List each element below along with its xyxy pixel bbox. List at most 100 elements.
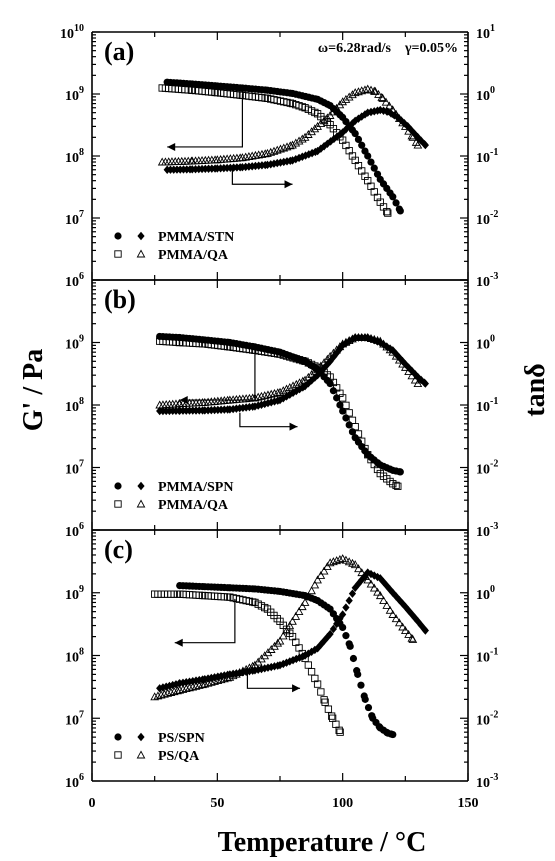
arrow-head (167, 143, 175, 151)
left-tick-label: 108 (65, 147, 84, 166)
arrow-path (167, 94, 242, 147)
legend-marker-square (115, 501, 121, 507)
right-tick-label: 10-3 (476, 271, 498, 290)
arrow-path (180, 349, 255, 400)
data-point (389, 731, 396, 738)
arrow-path (232, 170, 292, 185)
arrow-right (240, 413, 298, 431)
right-tick-label: 100 (476, 334, 495, 353)
legend-marker-square (115, 752, 121, 758)
left-tick-label: 106 (65, 271, 84, 290)
series-ps-qa-modulus (151, 591, 343, 735)
conditions-label: ω=6.28rad/s γ=0.05% (318, 41, 458, 56)
legend-marker-triangle (137, 500, 144, 507)
data-point (333, 721, 339, 727)
data-point (308, 669, 314, 675)
arrow-path (175, 599, 235, 643)
left-axis-label: G' / Pa (18, 349, 49, 431)
left-tick-label: 109 (65, 85, 84, 104)
data-point (354, 671, 361, 678)
arrow-left (175, 599, 235, 647)
arrow-left (180, 349, 255, 404)
data-point (325, 706, 331, 712)
right-tick-label: 10-2 (476, 209, 498, 228)
panel-label: (c) (104, 535, 133, 564)
legend-marker-triangle (137, 250, 144, 257)
arrow-right (232, 170, 292, 189)
legend-marker-triangle (137, 751, 144, 758)
left-tick-label: 107 (65, 209, 84, 228)
arrow-head (292, 684, 300, 692)
data-point (346, 596, 353, 604)
data-point (318, 689, 324, 695)
data-point (364, 152, 371, 159)
data-point (342, 603, 349, 611)
plot-layer: 1010 109 108 107 106 101 100 10-1 10-2 10-3 (a) ω=6… (60, 23, 498, 811)
legend-label: PMMA/QA (158, 498, 229, 513)
data-point (357, 682, 364, 689)
arrow-head (290, 423, 298, 431)
x-tick-label: 150 (458, 796, 479, 811)
left-tick-label: 106 (65, 772, 84, 791)
left-tick-label: 109 (65, 584, 84, 603)
left-tick-label: 108 (65, 647, 84, 666)
panel-2: 109 108 107 106 100 10-1 10-2 10-3 (c) PS/SPN PS/Q… (65, 530, 498, 791)
data-point (274, 640, 281, 647)
legend: PMMA/STN PMMA/QA (114, 230, 234, 263)
right-tick-label: 100 (476, 85, 495, 104)
right-tick-label: 10-1 (476, 147, 498, 166)
x-axis-label: Temperature / °C (218, 827, 427, 858)
arrow-head (175, 639, 183, 647)
left-tick-label: 106 (65, 521, 84, 540)
data-point (362, 696, 369, 703)
data-point (367, 158, 374, 165)
data-point (347, 643, 354, 650)
legend-marker-diamond (137, 482, 144, 490)
right-tick-label: 101 (476, 23, 495, 42)
x-tick-label: 100 (332, 796, 353, 811)
right-axis-label: tanδ (520, 363, 551, 416)
data-point (397, 468, 404, 475)
legend-label: PMMA/SPN (158, 480, 233, 495)
right-tick-label: 100 (476, 584, 495, 603)
data-point (339, 624, 346, 631)
x-tick-label: 50 (210, 796, 224, 811)
data-point (365, 704, 372, 711)
panel-1: 10910810710610010-110-210-3(b)PMMA/SPNPM… (65, 280, 498, 540)
legend-marker-circle (114, 232, 121, 239)
legend-label: PMMA/STN (158, 230, 234, 245)
x-tick-label: 0 (89, 796, 96, 811)
legend-marker-diamond (137, 733, 144, 741)
data-point (397, 207, 404, 214)
legend-label: PS/QA (158, 749, 200, 764)
arrow-head (285, 180, 293, 188)
panel-label: (b) (104, 285, 136, 314)
legend-label: PMMA/QA (158, 248, 229, 263)
legend-label: PS/SPN (158, 731, 205, 746)
arrow-left (167, 94, 242, 151)
panel-label: (a) (104, 37, 134, 66)
data-point (350, 655, 357, 662)
right-tick-label: 10-2 (476, 709, 498, 728)
legend-marker-circle (114, 733, 121, 740)
data-point (305, 662, 311, 668)
legend: PS/SPN PS/QA (114, 731, 204, 764)
right-tick-label: 10-3 (476, 521, 498, 540)
right-tick-label: 10-2 (476, 459, 498, 478)
legend-marker-circle (114, 482, 121, 489)
data-point (371, 165, 378, 172)
arrow-path (240, 413, 298, 427)
left-tick-label: 1010 (60, 23, 84, 42)
left-tick-label: 108 (65, 396, 84, 415)
data-point (392, 199, 399, 206)
data-point (342, 632, 349, 639)
legend-marker-diamond (137, 232, 144, 240)
series-pmma-qa-tan-delta (159, 85, 422, 165)
left-tick-label: 107 (65, 709, 84, 728)
right-tick-label: 10-1 (476, 647, 498, 666)
panel-0: 1010 109 108 107 106 101 100 10-1 10-2 10-3 (a) ω=6… (60, 23, 498, 290)
left-tick-label: 109 (65, 334, 84, 353)
x-tick-labels: 0 50 100 150 (89, 796, 479, 811)
right-tick-label: 10-3 (476, 772, 498, 791)
